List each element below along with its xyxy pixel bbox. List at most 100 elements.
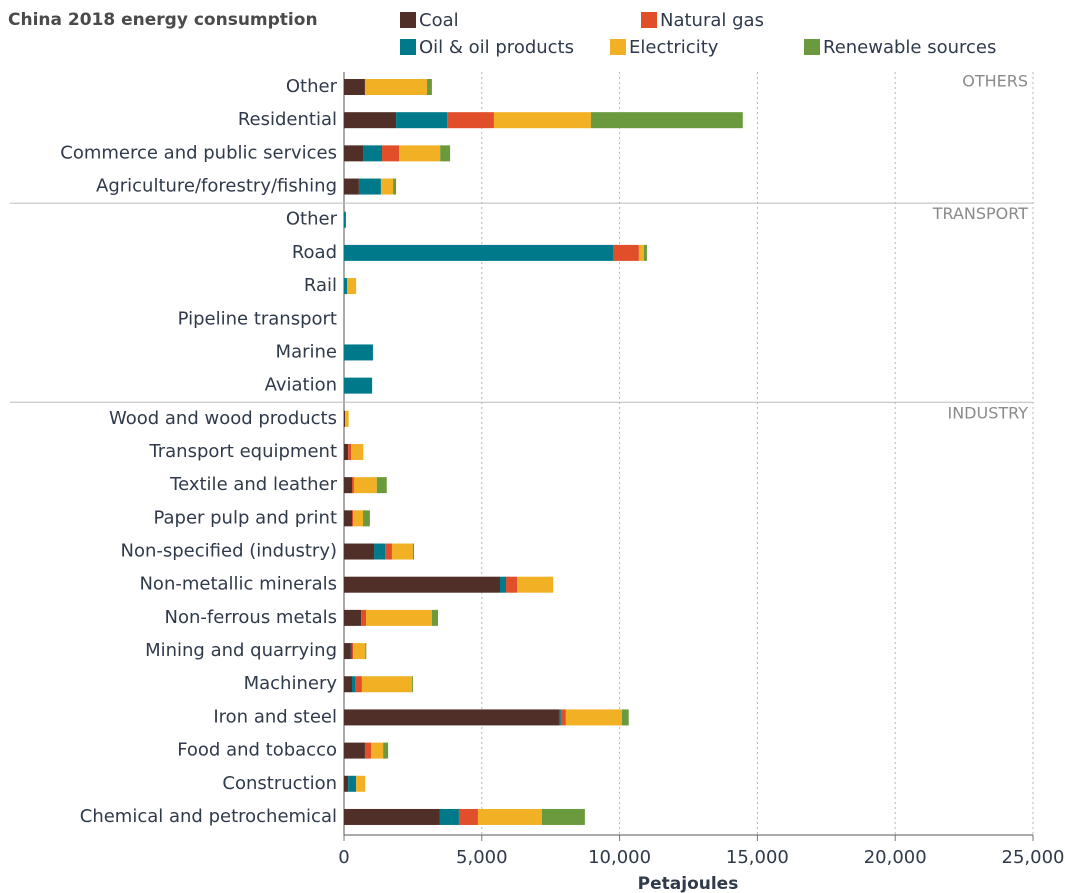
x-tick-label: 15,000 <box>726 847 789 868</box>
bar-segment <box>458 808 478 825</box>
x-axis-title: Petajoules <box>638 874 739 893</box>
bar-segment <box>344 178 359 195</box>
y-tick-label: Residential <box>238 109 337 130</box>
bar-segment <box>477 808 542 825</box>
bar-segment <box>376 477 387 494</box>
bar-segment <box>363 510 370 527</box>
y-tick-label: Other <box>286 76 338 97</box>
legend-swatch <box>400 39 416 55</box>
bar-segment <box>344 211 346 228</box>
y-tick-label: Aviation <box>265 375 337 396</box>
bar-segment <box>621 709 629 726</box>
bar-segment <box>344 742 365 759</box>
bar-segment <box>344 709 559 726</box>
y-tick-label: Chemical and petrochemical <box>80 806 337 827</box>
bar-segment <box>383 742 389 759</box>
legend-label: Natural gas <box>660 10 764 31</box>
group-label: TRANSPORT <box>932 204 1029 223</box>
bar-segment <box>344 145 364 162</box>
bar-segment <box>344 79 365 95</box>
bar-segment <box>344 477 352 494</box>
bar-segment <box>348 775 357 792</box>
bar-segment <box>447 112 494 129</box>
bar-segment <box>440 145 451 162</box>
bar-segment <box>399 145 441 162</box>
bar-segment <box>558 709 561 726</box>
bar-segment <box>347 278 357 295</box>
bar-segment <box>364 79 427 95</box>
legend-swatch <box>400 12 416 28</box>
bar-segment <box>396 112 448 129</box>
y-tick-label: Non-ferrous metals <box>165 607 337 628</box>
y-tick-label: Construction <box>222 773 337 794</box>
bar-segment <box>411 676 413 693</box>
bar-segment <box>393 178 397 195</box>
bar-segment <box>380 178 394 195</box>
bar-segment <box>361 609 367 626</box>
bar-segment <box>353 510 364 527</box>
y-tick-label: Rail <box>304 275 337 296</box>
bar-segment <box>344 643 351 660</box>
bar-segment <box>493 112 591 129</box>
bar-segment <box>541 808 585 825</box>
bar-segment <box>344 510 352 527</box>
bar-segment <box>344 112 397 129</box>
bar-segment <box>371 742 384 759</box>
bar-segment <box>344 244 613 261</box>
bar-segment <box>344 775 349 792</box>
chart-title: China 2018 energy consumption <box>8 10 318 30</box>
y-tick-label: Non-specified (industry) <box>121 541 338 562</box>
y-tick-label: Agriculture/forestry/fishing <box>96 176 337 197</box>
group-label: OTHERS <box>962 72 1028 91</box>
bar-segment <box>643 244 647 261</box>
bar-segment <box>345 410 349 427</box>
bar-segment <box>344 443 349 460</box>
y-tick-label: Other <box>286 209 338 230</box>
bar-segment <box>353 643 366 660</box>
bar-segment <box>344 377 373 394</box>
x-tick-label: 10,000 <box>588 847 651 868</box>
bar-segment <box>366 609 432 626</box>
group-label: INDUSTRY <box>947 403 1028 422</box>
bar-segment <box>351 477 354 494</box>
y-tick-label: Food and tobacco <box>177 740 337 761</box>
bar-segment <box>344 676 352 693</box>
bar-segment <box>344 278 348 295</box>
bar-segment <box>348 443 352 460</box>
bar-segment <box>506 576 518 593</box>
bar-segment <box>358 178 381 195</box>
legend-swatch <box>610 39 626 55</box>
bar-segment <box>426 79 432 95</box>
legend-label: Electricity <box>629 37 719 58</box>
bar-segment <box>344 609 362 626</box>
bar-segment <box>565 709 622 726</box>
y-tick-label: Machinery <box>244 673 338 694</box>
bar-segment <box>361 676 412 693</box>
bar-segment <box>382 145 400 162</box>
x-tick-label: 20,000 <box>864 847 927 868</box>
bar-segment <box>364 742 372 759</box>
bar-segment <box>638 244 644 261</box>
bar-segment <box>365 643 367 660</box>
bar-segment <box>374 543 386 560</box>
bar-segment <box>391 543 413 560</box>
y-tick-label: Wood and wood products <box>109 408 337 429</box>
bar-segment <box>499 576 507 593</box>
bar-segment <box>385 543 392 560</box>
legend-label: Oil & oil products <box>419 37 574 58</box>
bar-segment <box>353 477 377 494</box>
bar-segment <box>344 543 375 560</box>
bar-segment <box>351 643 354 660</box>
y-tick-label: Pipeline transport <box>178 308 337 329</box>
bar-segment <box>344 410 346 427</box>
y-tick-label: Textile and leather <box>169 474 337 495</box>
bar-segment <box>350 643 352 660</box>
y-tick-label: Mining and quarrying <box>145 640 337 661</box>
bar-segment <box>431 609 438 626</box>
legend-swatch <box>641 12 657 28</box>
bar-segment <box>344 808 440 825</box>
bar-segment <box>356 775 366 792</box>
bar-segment <box>355 676 362 693</box>
bar-segment <box>351 510 354 527</box>
